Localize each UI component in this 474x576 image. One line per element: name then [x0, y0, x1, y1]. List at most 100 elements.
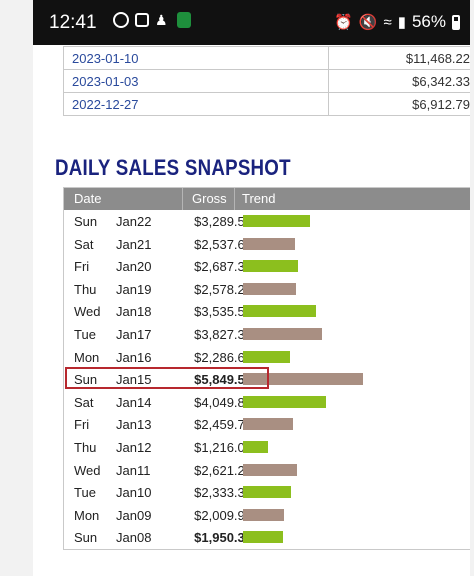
- header-trend: Trend: [242, 191, 276, 206]
- day-cell: Sun: [74, 214, 98, 229]
- day-cell: Wed: [74, 462, 101, 478]
- table-row: Mon Jan16 $2,286.62: [64, 346, 470, 369]
- date-cell: Jan14: [116, 394, 152, 410]
- trend-bar: [243, 327, 322, 340]
- date-cell: Jan16: [116, 349, 152, 365]
- app-notification-icon: [135, 13, 149, 27]
- trend-bar: [243, 373, 363, 386]
- gross-cell: $3,535.50: [194, 304, 252, 320]
- table-row: Wed Jan18 $3,535.50: [64, 300, 470, 323]
- signal-icon: ▮: [397, 14, 406, 31]
- week-value: $6,912.79: [328, 92, 470, 116]
- battery-icon: [452, 14, 460, 30]
- gross-cell: $2,578.24: [194, 281, 252, 297]
- header-divider: [182, 188, 183, 210]
- table-row: 2022-12-27 $6,912.79: [63, 92, 470, 116]
- table-row: 2023-01-10 $11,468.22: [63, 46, 470, 70]
- week-value: $6,342.33: [328, 69, 470, 93]
- gross-cell: $2,459.77: [194, 417, 252, 433]
- table-row: Thu Jan12 $1,216.01: [64, 436, 470, 459]
- day-cell: Fri: [74, 417, 90, 433]
- table-row: Tue Jan10 $2,333.32: [64, 481, 470, 504]
- gross-cell: $2,009.92: [194, 507, 252, 523]
- gross-cell: $3,827.36: [194, 326, 252, 342]
- table-row: Wed Jan11 $2,621.22: [64, 459, 470, 482]
- table-row: Mon Jan09 $2,009.92: [64, 504, 470, 527]
- day-cell: Mon: [74, 507, 100, 523]
- mute-icon: 🔇: [358, 14, 378, 31]
- status-bar: 12:41 ♟ ⏰ 🔇 ≈ ▮ 56%: [33, 0, 470, 45]
- date-cell: Jan17: [116, 326, 152, 342]
- daily-sales-table: Date Gross Trend Sun Jan22 $3,289.56 Sat Jan…: [63, 187, 470, 550]
- table-header: Date Gross Trend: [64, 188, 470, 210]
- table-row: Sun Jan22 $3,289.56: [64, 210, 470, 233]
- status-time: 12:41: [49, 12, 97, 33]
- trend-bar: [243, 486, 291, 499]
- battery-percent: 56%: [411, 12, 446, 31]
- week-date-link[interactable]: 2023-01-10: [63, 46, 329, 70]
- table-row: Fri Jan13 $2,459.77: [64, 413, 470, 436]
- table-row: Sat Jan14 $4,049.80: [64, 391, 470, 414]
- header-date: Date: [74, 191, 102, 206]
- day-cell: Sun: [74, 372, 98, 388]
- system-icons: ⏰ 🔇 ≈ ▮ 56%: [334, 12, 460, 32]
- day-cell: Tue: [74, 326, 96, 342]
- gross-cell: $1,216.01: [194, 439, 252, 455]
- gross-cell: $2,537.64: [194, 236, 252, 252]
- trend-bar: [243, 463, 297, 476]
- trend-bar: [243, 305, 316, 318]
- day-cell: Sun: [74, 530, 98, 546]
- day-cell: Sat: [74, 394, 94, 410]
- gross-cell: $3,289.56: [194, 214, 252, 229]
- week-value: $11,468.22: [328, 46, 470, 70]
- table-row: Thu Jan19 $2,578.24: [64, 278, 470, 301]
- trend-bar: [243, 508, 284, 521]
- trend-bar: [243, 531, 283, 544]
- weekly-sales-table: 2023-01-10 $11,468.22 2023-01-03 $6,342.33 2…: [63, 46, 470, 116]
- trend-bar: [243, 237, 295, 250]
- date-cell: Jan15: [116, 372, 152, 388]
- date-cell: Jan12: [116, 439, 152, 455]
- trend-bar: [243, 260, 298, 273]
- date-cell: Jan18: [116, 304, 152, 320]
- table-row: Sun Jan08 $1,950.34: [64, 526, 470, 549]
- day-cell: Thu: [74, 281, 97, 297]
- day-cell: Tue: [74, 485, 96, 501]
- trend-bar: [243, 350, 290, 363]
- date-cell: Jan11: [116, 462, 151, 478]
- phone-screen: 12:41 ♟ ⏰ 🔇 ≈ ▮ 56% 2023-01-10 $11,468.22…: [33, 0, 470, 576]
- gross-cell: $5,849.53: [194, 372, 252, 388]
- gross-cell: $1,950.34: [194, 530, 252, 546]
- date-cell: Jan09: [116, 507, 152, 523]
- page-title: DAILY SALES SNAPSHOT: [55, 155, 291, 180]
- table-row: Sun Jan15 $5,849.53: [64, 368, 470, 391]
- header-gross: Gross: [192, 191, 227, 206]
- gross-cell: $2,621.22: [194, 462, 252, 478]
- gross-cell: $2,687.37: [194, 259, 252, 275]
- alarm-icon: ⏰: [334, 14, 353, 31]
- date-cell: Jan10: [116, 485, 152, 501]
- week-date-link[interactable]: 2022-12-27: [63, 92, 329, 116]
- day-cell: Wed: [74, 304, 101, 320]
- day-cell: Sat: [74, 236, 94, 252]
- gross-cell: $2,286.62: [194, 349, 252, 365]
- date-cell: Jan20: [116, 259, 152, 275]
- table-row: Tue Jan17 $3,827.36: [64, 323, 470, 346]
- week-date-link[interactable]: 2023-01-03: [63, 69, 329, 93]
- notification-icons: ♟: [113, 12, 191, 28]
- trend-bar: [243, 418, 293, 431]
- highlight-box: [65, 367, 269, 390]
- gross-cell: $4,049.80: [194, 394, 252, 410]
- trend-bar: [243, 282, 296, 295]
- date-cell: Jan22: [116, 214, 152, 229]
- bank-app-icon: [177, 12, 191, 28]
- gross-cell: $2,333.32: [194, 485, 252, 501]
- date-cell: Jan13: [116, 417, 152, 433]
- table-row: 2023-01-03 $6,342.33: [63, 69, 470, 93]
- date-cell: Jan19: [116, 281, 152, 297]
- table-row: Fri Jan20 $2,687.37: [64, 255, 470, 278]
- day-cell: Mon: [74, 349, 100, 365]
- table-row: Sat Jan21 $2,537.64: [64, 233, 470, 256]
- wifi-icon: ≈: [383, 13, 392, 31]
- trend-bar: [243, 440, 268, 453]
